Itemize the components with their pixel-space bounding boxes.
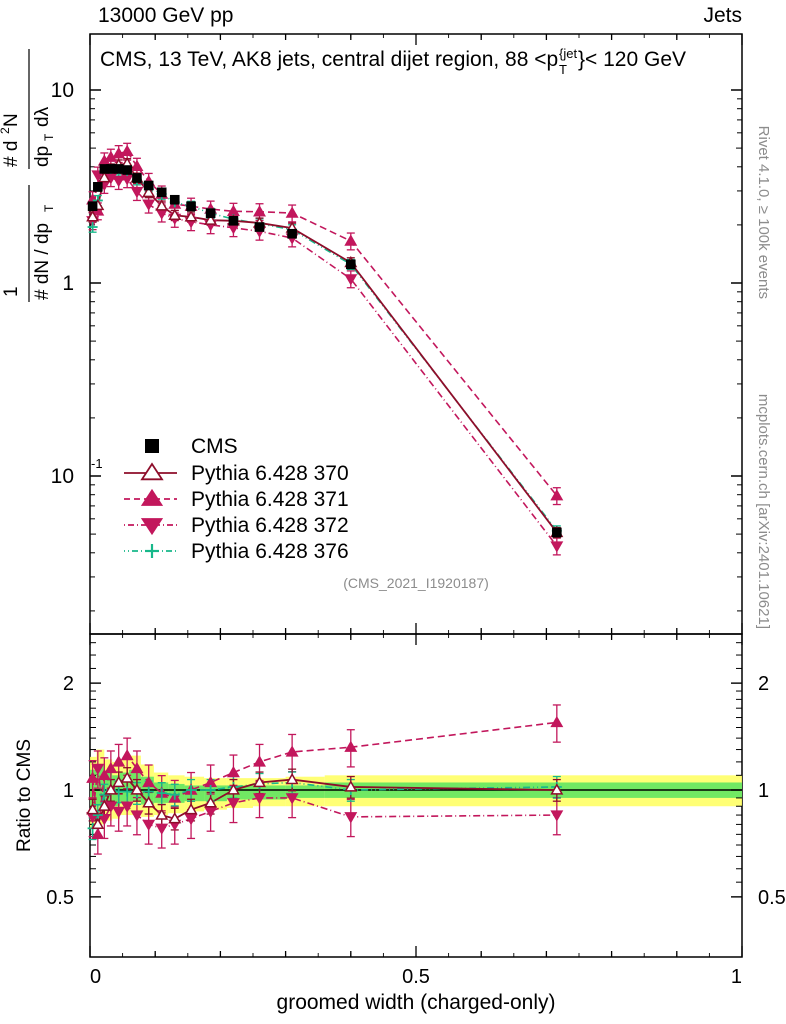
svg-text:(CMS_2021_I1920187): (CMS_2021_I1920187) (343, 575, 489, 591)
svg-text:10: 10 (51, 79, 74, 102)
svg-text:groomed width (charged-only): groomed width (charged-only) (277, 991, 556, 1014)
svg-text:1: 1 (758, 780, 769, 802)
svg-text:1: 1 (63, 780, 74, 802)
svg-text:0.5: 0.5 (758, 887, 786, 909)
svg-text:}< 120 GeV: }< 120 GeV (578, 48, 686, 71)
svg-text:CMS, 13 TeV, AK8 jets, central: CMS, 13 TeV, AK8 jets, central dijet reg… (100, 48, 558, 71)
svg-text:Pythia 6.428 371: Pythia 6.428 371 (191, 488, 349, 511)
svg-text:T: T (42, 133, 56, 141)
svg-text:N: N (1, 113, 22, 127)
svg-text:2: 2 (0, 127, 12, 134)
svg-text:T: T (42, 204, 56, 212)
svg-text:T: T (559, 62, 567, 77)
svg-text:10: 10 (51, 465, 74, 488)
svg-text:0.5: 0.5 (46, 887, 74, 909)
svg-text:0.5: 0.5 (402, 966, 430, 988)
svg-text:Pythia 6.428 376: Pythia 6.428 376 (191, 540, 349, 563)
svg-text:13000 GeV pp: 13000 GeV pp (98, 4, 233, 27)
svg-text:Pythia 6.428 372: Pythia 6.428 372 (191, 514, 349, 537)
svg-text:2: 2 (63, 673, 74, 695)
svg-text:dλ: dλ (32, 106, 53, 127)
svg-text:CMS: CMS (191, 435, 238, 458)
svg-text:Jets: Jets (703, 4, 742, 27)
svg-text:Pythia 6.428 370: Pythia 6.428 370 (191, 462, 349, 485)
svg-text:dp: dp (32, 146, 53, 167)
svg-text:Rivet 4.1.0, ≥ 100k events: Rivet 4.1.0, ≥ 100k events (755, 126, 772, 299)
svg-text:2: 2 (758, 673, 769, 695)
svg-text:# dN / dp: # dN / dp (32, 223, 53, 300)
svg-text:0: 0 (90, 966, 101, 988)
svg-text:Ratio to CMS: Ratio to CMS (14, 739, 35, 852)
svg-text:mcplots.cern.ch [arXiv:2401.10: mcplots.cern.ch [arXiv:2401.10621] (755, 394, 772, 629)
svg-text:1: 1 (1, 286, 22, 297)
svg-text:# d: # d (1, 141, 22, 167)
svg-text:{jet: {jet (559, 46, 577, 61)
svg-text:-1: -1 (91, 456, 103, 471)
svg-text:1: 1 (731, 966, 742, 988)
svg-text:1: 1 (62, 272, 74, 295)
